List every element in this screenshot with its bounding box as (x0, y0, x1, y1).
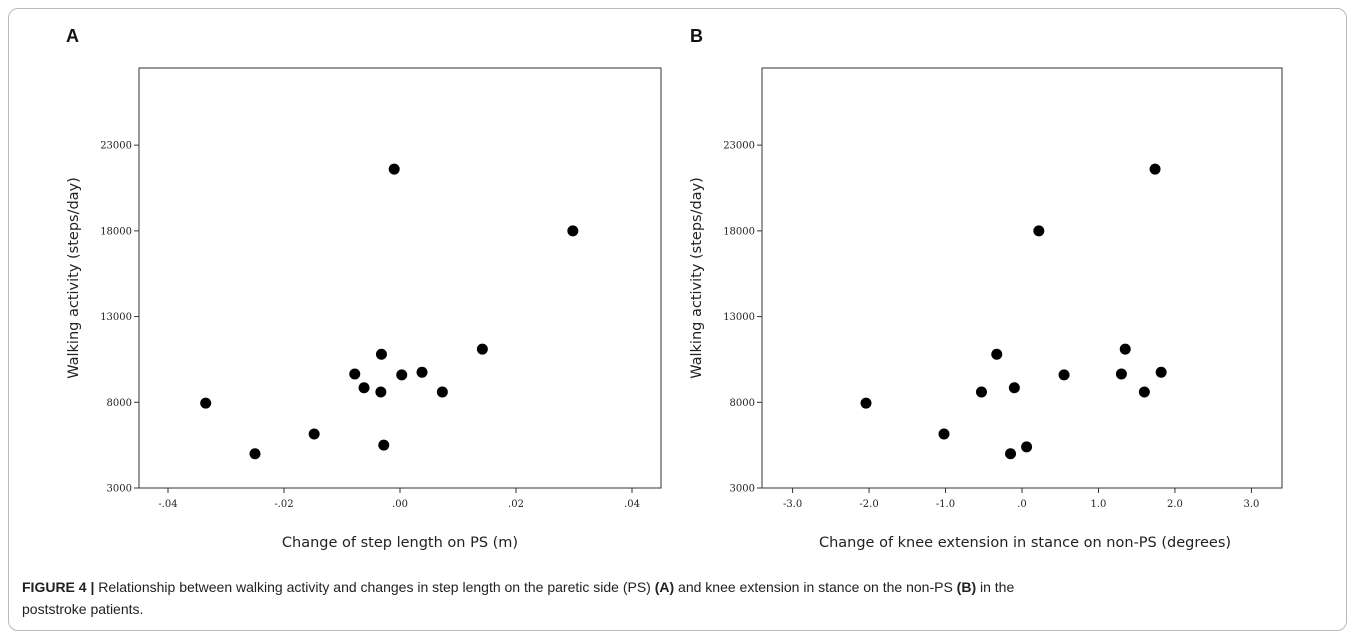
caption-label: FIGURE 4 | (22, 579, 95, 595)
x-tick-label: 3.0 (1243, 499, 1259, 510)
data-point (378, 439, 390, 451)
data-point (1138, 386, 1150, 398)
caption-text-1c: and knee extension in stance on the non-… (674, 579, 957, 595)
data-point (938, 428, 950, 440)
data-point (375, 348, 387, 360)
caption-ref-b: (B) (956, 579, 977, 595)
data-point (476, 343, 488, 355)
data-point (416, 366, 428, 378)
data-point (991, 348, 1003, 360)
data-point (1033, 225, 1045, 237)
y-tick-label: 18000 (100, 226, 132, 237)
data-point (388, 163, 400, 175)
caption-text-1e: in the (976, 579, 1015, 595)
scatter-chart-b: 3000 8000 13000 18000 23000 -3.0 -2.0 -1.0 .0 1.0… (689, 67, 1283, 551)
data-point (1008, 382, 1020, 394)
y-tick-label: 13000 (723, 312, 755, 323)
data-point (375, 386, 387, 398)
data-point (308, 428, 320, 440)
x-axis-title: Change of knee extension in stance on no… (819, 535, 1231, 551)
figure-frame (8, 8, 1347, 631)
y-axis-title: Walking activity (steps/day) (689, 177, 705, 379)
y-tick-label: 3000 (730, 484, 755, 495)
x-tick-label: -2.0 (859, 499, 878, 510)
figure-caption-line-2: poststroke patients. (22, 601, 144, 617)
y-tick-label: 23000 (100, 141, 132, 152)
x-tick-label: -3.0 (783, 499, 802, 510)
data-point (1021, 441, 1033, 453)
data-point (1058, 369, 1070, 381)
y-tick-label: 3000 (107, 484, 132, 495)
data-point (200, 397, 212, 409)
y-tick-label: 13000 (100, 312, 132, 323)
data-point (358, 382, 370, 394)
x-tick-label: 2.0 (1167, 499, 1183, 510)
data-point (1119, 343, 1131, 355)
y-tick-label: 8000 (730, 398, 755, 409)
caption-ref-a: (A) (654, 579, 675, 595)
caption-text-1a: Relationship between walking activity an… (94, 579, 655, 595)
data-point (1115, 368, 1127, 380)
x-tick-label: .0 (1017, 499, 1027, 510)
x-tick-label: .00 (392, 499, 408, 510)
data-point (396, 369, 408, 381)
plot-area-frame (761, 67, 1283, 489)
scatter-chart-a: 3000 8000 13000 18000 23000 -.04 -.02 .00 .02 .04… (66, 67, 662, 551)
data-point (249, 448, 261, 460)
panel-label-a: A (66, 26, 79, 46)
y-axis-title: Walking activity (steps/day) (66, 177, 82, 379)
data-point (436, 386, 448, 398)
x-tick-label: -.02 (274, 499, 293, 510)
plot-area-frame (138, 67, 662, 489)
panel-label-b: B (690, 26, 703, 46)
data-point (567, 225, 579, 237)
x-tick-label: -.04 (158, 499, 177, 510)
figure-caption-line-1: FIGURE 4 | Relationship between walking … (22, 579, 1014, 595)
data-point (1155, 366, 1167, 378)
y-tick-label: 18000 (723, 226, 755, 237)
x-tick-label: .04 (624, 499, 640, 510)
data-point (975, 386, 987, 398)
data-point (349, 368, 361, 380)
x-tick-label: 1.0 (1091, 499, 1107, 510)
x-tick-label: .02 (508, 499, 524, 510)
x-axis-title: Change of step length on PS (m) (282, 535, 518, 551)
y-tick-label: 8000 (107, 398, 132, 409)
y-tick-label: 23000 (723, 141, 755, 152)
data-point (1005, 448, 1017, 460)
x-tick-label: -1.0 (936, 499, 955, 510)
data-point (860, 397, 872, 409)
data-point (1149, 163, 1161, 175)
